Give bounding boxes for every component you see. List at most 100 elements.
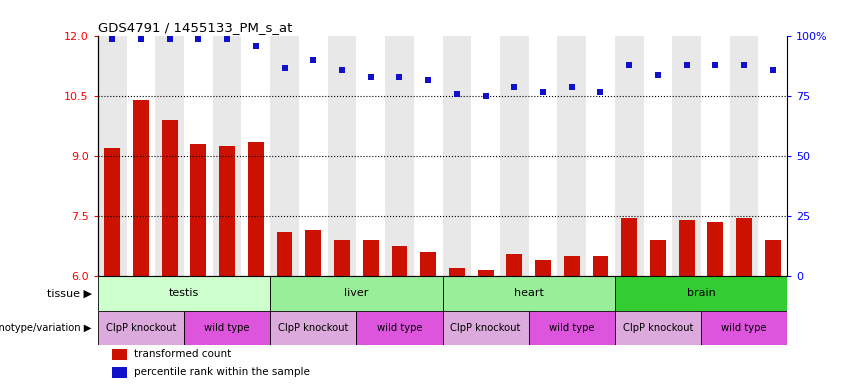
Text: ClpP knockout: ClpP knockout: [278, 323, 348, 333]
Bar: [701, 311, 787, 345]
Bar: [328, 36, 357, 276]
Point: [565, 84, 579, 90]
Bar: [271, 36, 299, 276]
Point: [191, 36, 205, 42]
Bar: [643, 36, 672, 276]
Bar: [184, 36, 213, 276]
Bar: [614, 276, 787, 311]
Point: [277, 65, 291, 71]
Bar: [334, 240, 350, 276]
Point: [737, 62, 751, 68]
Point: [163, 36, 176, 42]
Bar: [586, 36, 614, 276]
Bar: [679, 220, 694, 276]
Bar: [363, 240, 379, 276]
Text: brain: brain: [687, 288, 716, 298]
Text: genotype/variation ▶: genotype/variation ▶: [0, 323, 92, 333]
Bar: [277, 232, 293, 276]
Bar: [385, 36, 414, 276]
Text: wild type: wild type: [204, 323, 250, 333]
Bar: [535, 260, 551, 276]
Point: [220, 36, 234, 42]
Point: [651, 72, 665, 78]
Bar: [736, 218, 752, 276]
Bar: [528, 311, 614, 345]
Bar: [765, 240, 780, 276]
Bar: [220, 146, 235, 276]
Bar: [449, 268, 465, 276]
Point: [306, 57, 320, 63]
Text: ClpP knockout: ClpP knockout: [450, 323, 521, 333]
Text: GDS4791 / 1455133_PM_s_at: GDS4791 / 1455133_PM_s_at: [98, 21, 292, 34]
Text: heart: heart: [514, 288, 544, 298]
Bar: [98, 36, 127, 276]
Bar: [213, 36, 242, 276]
Point: [249, 43, 263, 49]
Point: [421, 76, 435, 83]
Point: [622, 62, 636, 68]
Point: [364, 74, 378, 80]
Bar: [564, 256, 580, 276]
Point: [106, 36, 119, 42]
Point: [134, 36, 148, 42]
Text: percentile rank within the sample: percentile rank within the sample: [134, 367, 310, 377]
Text: ClpP knockout: ClpP knockout: [623, 323, 693, 333]
Bar: [592, 256, 608, 276]
Text: tissue ▶: tissue ▶: [47, 288, 92, 298]
Bar: [184, 311, 271, 345]
Bar: [614, 311, 701, 345]
Bar: [242, 36, 271, 276]
Point: [680, 62, 694, 68]
Bar: [758, 36, 787, 276]
Bar: [730, 36, 758, 276]
Bar: [420, 252, 436, 276]
Text: wild type: wild type: [377, 323, 422, 333]
Bar: [701, 36, 730, 276]
Bar: [506, 254, 523, 276]
Text: liver: liver: [344, 288, 368, 298]
Bar: [357, 36, 385, 276]
Text: wild type: wild type: [722, 323, 767, 333]
Bar: [414, 36, 443, 276]
Bar: [557, 36, 586, 276]
Bar: [528, 36, 557, 276]
Bar: [614, 36, 643, 276]
Point: [766, 67, 780, 73]
Bar: [299, 36, 328, 276]
Point: [392, 74, 406, 80]
Bar: [621, 218, 637, 276]
Bar: [133, 100, 149, 276]
Bar: [155, 36, 184, 276]
Bar: [357, 311, 443, 345]
Bar: [127, 36, 155, 276]
Bar: [248, 142, 264, 276]
Text: ClpP knockout: ClpP knockout: [106, 323, 176, 333]
Point: [335, 67, 349, 73]
Point: [536, 89, 550, 95]
Bar: [111, 349, 127, 360]
Bar: [306, 230, 321, 276]
Bar: [191, 144, 206, 276]
Bar: [471, 36, 500, 276]
Bar: [111, 367, 127, 377]
Text: testis: testis: [168, 288, 199, 298]
Bar: [98, 311, 184, 345]
Bar: [105, 148, 120, 276]
Bar: [650, 240, 665, 276]
Bar: [443, 311, 528, 345]
Point: [507, 84, 521, 90]
Point: [450, 91, 464, 97]
Bar: [271, 311, 357, 345]
Bar: [443, 276, 614, 311]
Point: [594, 89, 608, 95]
Text: wild type: wild type: [549, 323, 595, 333]
Bar: [162, 120, 178, 276]
Bar: [443, 36, 471, 276]
Bar: [98, 276, 271, 311]
Text: transformed count: transformed count: [134, 349, 231, 359]
Point: [479, 93, 493, 99]
Bar: [391, 246, 408, 276]
Bar: [672, 36, 701, 276]
Bar: [707, 222, 723, 276]
Point: [709, 62, 722, 68]
